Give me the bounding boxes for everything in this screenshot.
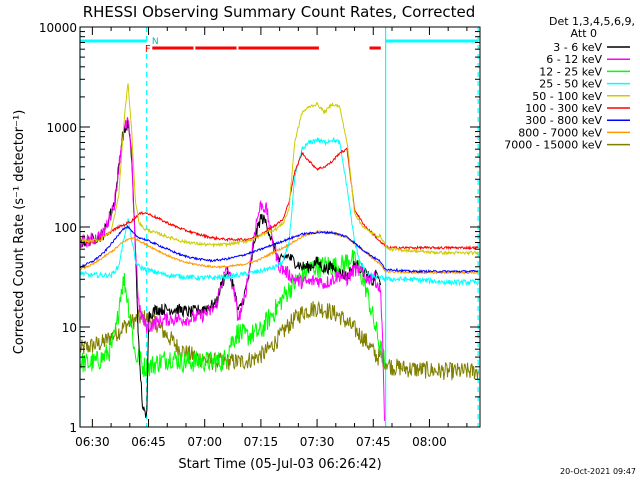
y-tick-label: 10000 bbox=[39, 21, 77, 35]
series-line-50-100-kev bbox=[79, 83, 479, 256]
series-line-25-50-kev bbox=[80, 136, 479, 287]
series-line-3-6-kev bbox=[79, 118, 382, 418]
series-line-100-300-kev bbox=[79, 147, 479, 251]
legend-label-100-300-kev: 100 - 300 keV bbox=[525, 102, 602, 115]
series-line-800-7000-kev bbox=[79, 230, 479, 275]
flare-flag-label: F bbox=[145, 44, 151, 55]
x-tick-label: 07:30 bbox=[300, 435, 335, 449]
x-axis-label: Start Time (05-Jul-03 06:26:42) bbox=[178, 457, 381, 472]
x-tick-label: 07:45 bbox=[356, 435, 391, 449]
legend-header-detectors: Det 1,3,4,5,6,9, bbox=[549, 15, 635, 28]
legend-label-50-100-kev: 50 - 100 keV bbox=[532, 90, 602, 103]
y-axis-ticks: 1 10 100 1000 10000 bbox=[39, 21, 480, 435]
x-tick-label: 06:30 bbox=[75, 435, 110, 449]
chart-title: RHESSI Observing Summary Count Rates, Co… bbox=[83, 3, 476, 21]
legend-header-attenuator: Att 0 bbox=[571, 27, 597, 40]
legend-label-300-800-kev: 300 - 800 keV bbox=[525, 114, 602, 127]
legend-label-6-12-kev: 6 - 12 keV bbox=[546, 53, 602, 66]
legend-label-7000-15000-kev: 7000 - 15000 keV bbox=[504, 139, 602, 152]
night-flag-label: N bbox=[152, 37, 159, 47]
x-tick-label: 06:45 bbox=[131, 435, 166, 449]
x-tick-label: 08:00 bbox=[412, 435, 447, 449]
series-line-7000-15000-kev bbox=[79, 300, 479, 381]
legend-label-3-6-kev: 3 - 6 keV bbox=[553, 41, 602, 54]
y-axis-label: Corrected Count Rate (s⁻¹ detector⁻¹) bbox=[12, 110, 27, 355]
y-tick-label: 1000 bbox=[46, 121, 77, 135]
y-tick-label: 10 bbox=[62, 321, 77, 335]
y-tick-label: 1 bbox=[69, 421, 77, 435]
x-tick-label: 07:00 bbox=[187, 435, 222, 449]
legend-label-25-50-kev: 25 - 50 keV bbox=[539, 78, 602, 91]
timestamp: 20-Oct-2021 09:47 bbox=[560, 467, 636, 476]
y-tick-label: 100 bbox=[54, 221, 77, 235]
series-line-300-800-kev bbox=[79, 224, 479, 274]
series-line-6-12-kev bbox=[79, 117, 385, 421]
flare-markers: F bbox=[145, 44, 381, 55]
x-tick-label: 07:15 bbox=[244, 435, 279, 449]
legend-label-800-7000-kev: 800 - 7000 keV bbox=[518, 126, 602, 139]
x-axis-ticks: 06:30 06:45 07:00 07:15 07:30 07:45 08:00 bbox=[75, 27, 468, 449]
legend-label-12-25-kev: 12 - 25 keV bbox=[539, 65, 602, 78]
series-lines bbox=[79, 83, 479, 421]
